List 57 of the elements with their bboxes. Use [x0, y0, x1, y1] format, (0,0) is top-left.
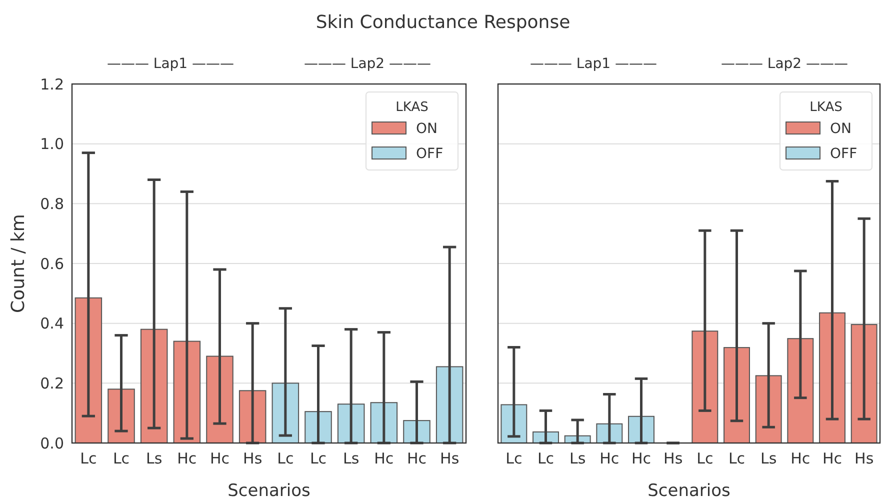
legend-label: ON [830, 121, 852, 137]
text: ——— Lap1 ——— [530, 56, 658, 72]
text: ——— Lap1 ——— [106, 56, 234, 72]
bar [850, 324, 878, 444]
x-tick-label: Lc [277, 450, 294, 468]
legend-title: LKAS [810, 100, 842, 115]
text: ——— Lap2 ——— [304, 56, 432, 72]
legend-label: ON [416, 121, 438, 137]
bar [819, 312, 846, 444]
x-tick-label: Hc [406, 450, 427, 468]
x-tick-label: Hc [822, 450, 842, 468]
x-tick-label: Lc [537, 450, 554, 468]
x-tick-label: Hc [790, 450, 810, 468]
x-tick-label: Ls [760, 450, 777, 468]
bar [692, 330, 718, 444]
bar [787, 338, 814, 444]
y-tick-label: 0.8 [40, 194, 64, 213]
x-tick-label: Lc [112, 450, 130, 468]
y-tick-label: 0.6 [40, 254, 64, 273]
x-tick-label: Lc [728, 450, 746, 468]
x-tick-label: Ls [569, 450, 586, 468]
text: ——— Lap2 ——— [720, 56, 848, 72]
x-tick-label: Hc [177, 450, 197, 468]
x-tick-label: Hs [854, 450, 874, 468]
bar [140, 328, 168, 444]
chart-title: Skin Conductance Response [316, 12, 570, 33]
bar [724, 347, 750, 444]
x-tick-label: Hc [374, 450, 394, 468]
y-tick-label: 0.2 [40, 374, 64, 392]
x-tick-label: Hc [631, 450, 652, 468]
x-tick-label: Hs [440, 450, 460, 468]
x-axis-title: Scenarios [228, 481, 311, 501]
bar [74, 297, 102, 444]
bar [108, 388, 135, 444]
bar [206, 356, 234, 444]
x-tick-label: Hs [243, 450, 262, 468]
x-tick-label: Lc [310, 450, 327, 468]
bar [304, 411, 332, 444]
x-tick-label: Hc [210, 450, 230, 468]
x-tick-label: Ls [342, 450, 360, 468]
y-tick-label: 0.4 [40, 314, 64, 333]
x-axis-title: Scenarios [648, 481, 731, 501]
legend-label: OFF [830, 146, 858, 162]
bar [755, 375, 782, 444]
bar [337, 404, 365, 444]
y-tick-label: 1.2 [40, 75, 64, 94]
x-tick-label: Lc [506, 450, 522, 468]
x-tick-label: Lc [80, 450, 97, 468]
x-tick-label: Hs [664, 450, 683, 468]
x-tick-label: Hc [600, 450, 620, 468]
legend-title: LKAS [396, 100, 428, 115]
y-axis-title: Count / km [8, 214, 29, 313]
y-tick-label: 1.0 [40, 135, 64, 154]
legend-label: OFF [416, 146, 444, 162]
x-tick-label: Lc [696, 450, 714, 468]
y-tick-label: 0.0 [40, 434, 64, 452]
x-tick-label: Ls [146, 450, 162, 468]
